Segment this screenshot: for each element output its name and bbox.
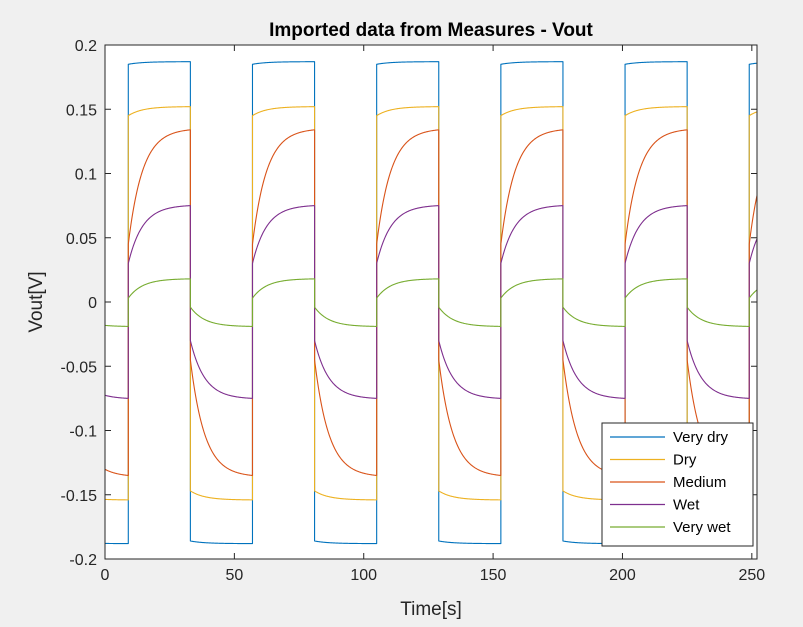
x-axis-label: Time[s] — [400, 599, 462, 620]
y-tick-label: 0.05 — [66, 231, 97, 248]
x-tick-label: 0 — [101, 567, 110, 584]
series-line-very-dry — [105, 61, 757, 545]
y-tick-label: 0 — [88, 295, 97, 312]
legend-label-medium: Medium — [673, 474, 726, 491]
legend-label-very-wet: Very wet — [673, 519, 731, 536]
legend-label-dry: Dry — [673, 452, 697, 469]
axes-layer: 0 50 100 150 200 250 -0.2 -0.15 -0.1 -0.05 0 0.05 0.… — [61, 38, 766, 584]
series-layer — [105, 61, 757, 545]
y-tick-label: 0.1 — [75, 167, 97, 184]
y-tick-label: 0.2 — [75, 38, 97, 55]
y-tick-label: -0.2 — [69, 552, 97, 569]
y-tick-label: -0.15 — [61, 488, 98, 505]
y-tick-label: -0.1 — [69, 424, 97, 441]
x-tick-label: 150 — [480, 567, 507, 584]
legend-label-wet: Wet — [673, 497, 700, 514]
series-line-medium — [105, 129, 757, 476]
legend-box — [601, 422, 754, 547]
x-tick-label: 200 — [609, 567, 636, 584]
legend-label-very-dry: Very dry — [673, 429, 729, 446]
legend: Very dry Dry Medium Wet Very wet — [601, 422, 754, 547]
x-tick-label: 50 — [225, 567, 243, 584]
x-tick-label: 250 — [738, 567, 765, 584]
x-tick-label: 100 — [350, 567, 377, 584]
series-line-dry — [105, 106, 757, 501]
y-tick-label: -0.05 — [61, 359, 98, 376]
y-tick-label: 0.15 — [66, 102, 97, 119]
chart-title: Imported data from Measures - Vout — [269, 20, 593, 41]
series-line-wet — [105, 205, 757, 399]
series-line-very-wet — [105, 278, 757, 327]
y-axis-label: Vout[V] — [26, 271, 47, 332]
